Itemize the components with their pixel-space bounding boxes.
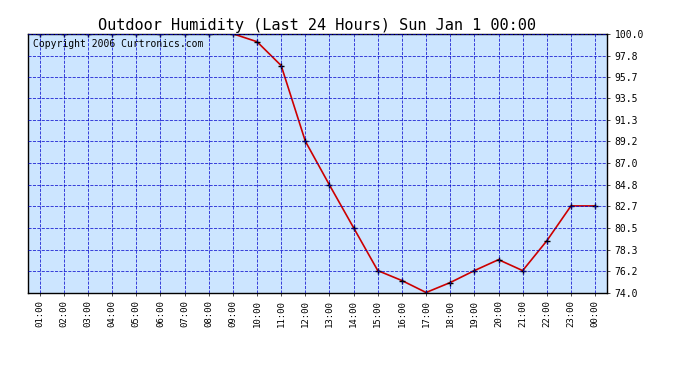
Text: Copyright 2006 Curtronics.com: Copyright 2006 Curtronics.com [33, 39, 204, 49]
Title: Outdoor Humidity (Last 24 Hours) Sun Jan 1 00:00: Outdoor Humidity (Last 24 Hours) Sun Jan… [99, 18, 536, 33]
